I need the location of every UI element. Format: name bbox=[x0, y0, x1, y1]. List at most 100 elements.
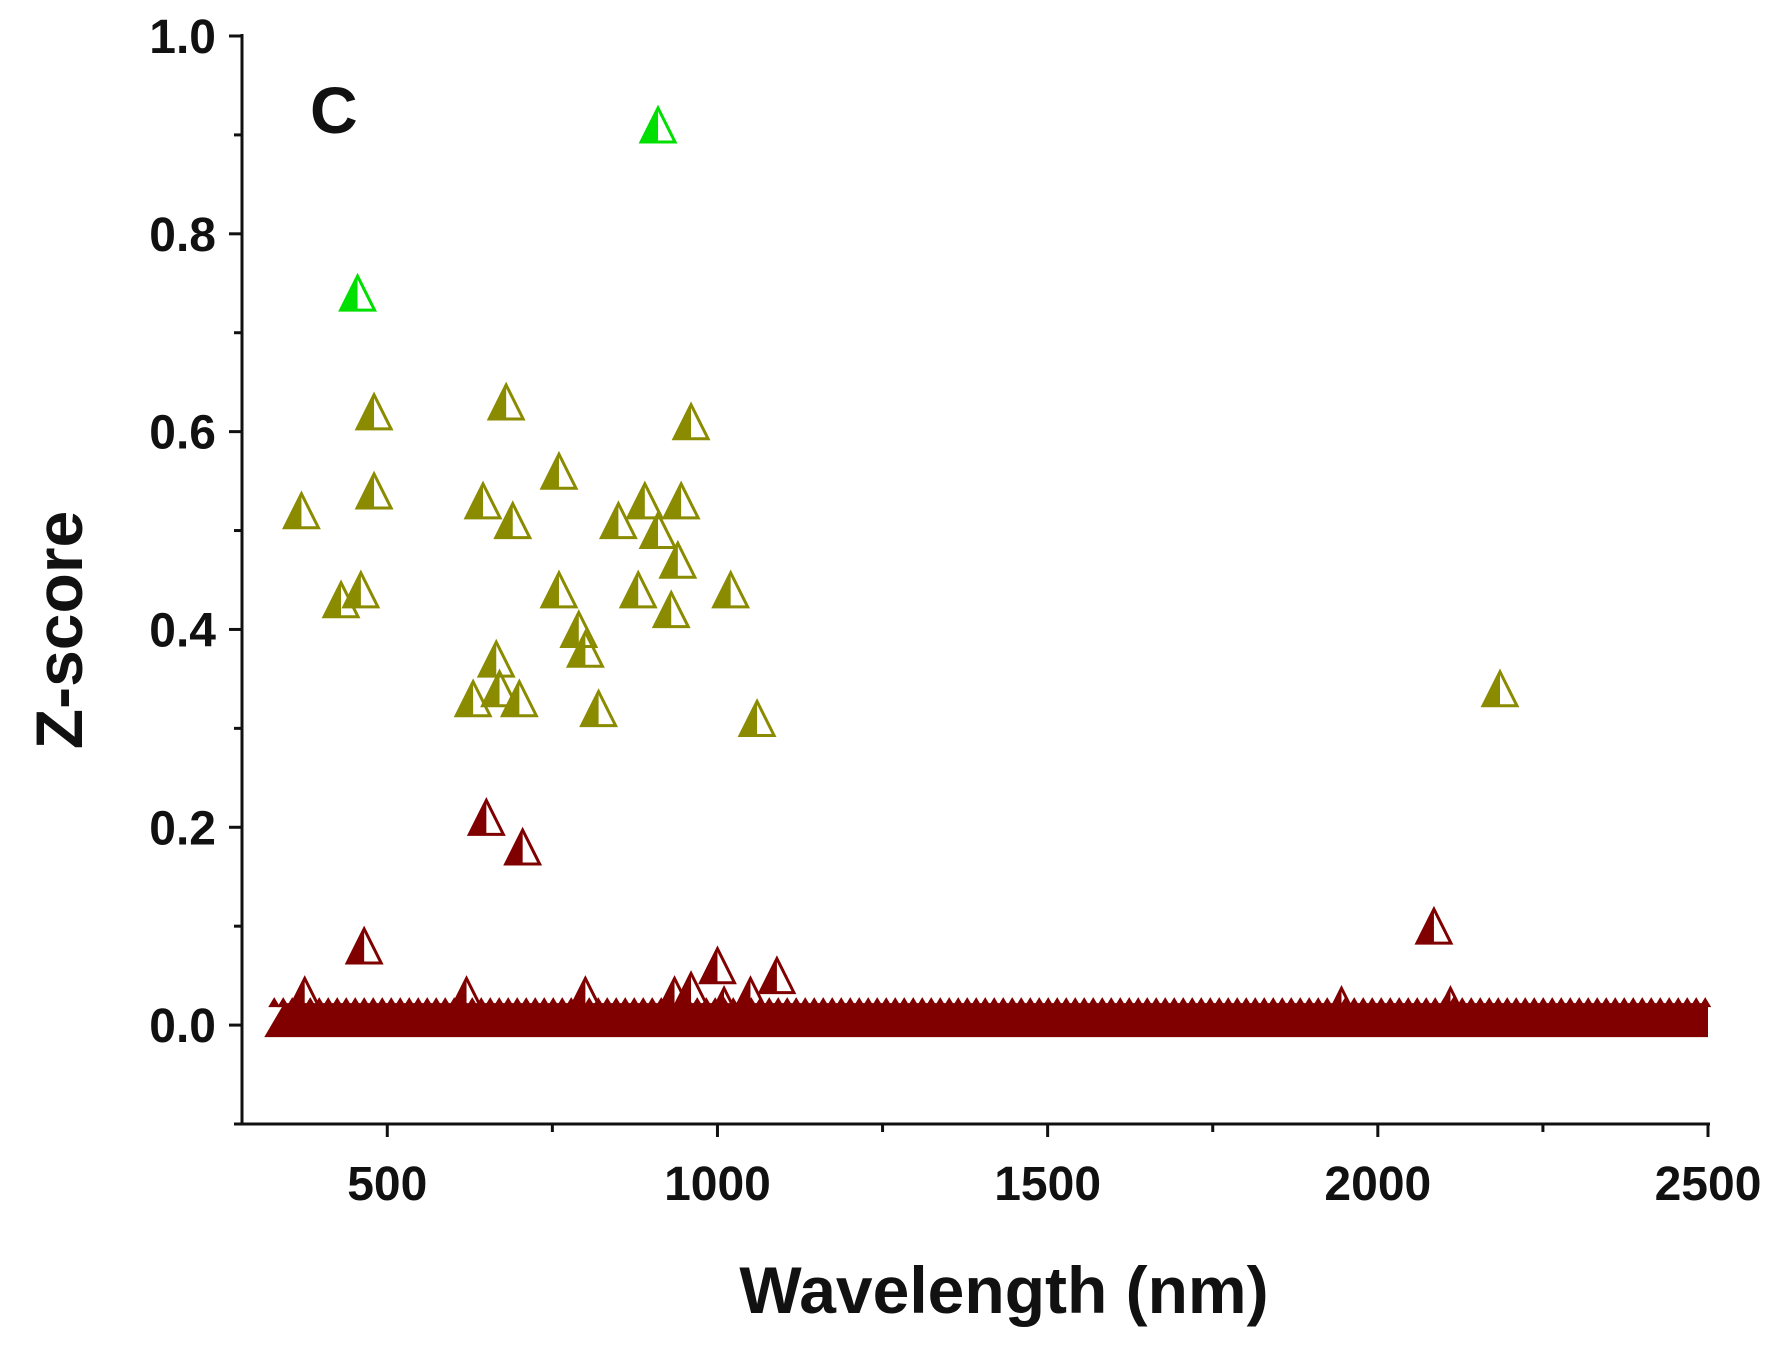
data-point bbox=[737, 698, 777, 737]
y-tick-label: 0.6 bbox=[149, 407, 216, 460]
data-point-outline bbox=[1414, 905, 1454, 945]
data-point-outline bbox=[565, 628, 605, 668]
data-point-outline bbox=[493, 500, 533, 540]
y-tick-label: 1.0 bbox=[149, 11, 216, 64]
data-point bbox=[447, 975, 486, 1014]
data-point bbox=[463, 480, 503, 520]
data-point bbox=[499, 678, 539, 718]
data-point bbox=[731, 975, 770, 1014]
data-point bbox=[493, 500, 533, 540]
data-point-outline bbox=[486, 381, 526, 421]
data-point bbox=[661, 480, 701, 520]
data-point bbox=[671, 401, 711, 441]
data-point-outline bbox=[453, 678, 493, 718]
data-point-outline bbox=[698, 945, 737, 985]
series-medium bbox=[282, 381, 1520, 737]
data-point bbox=[1431, 984, 1470, 1024]
baseline-band bbox=[264, 1003, 1708, 1038]
data-point bbox=[1480, 668, 1520, 708]
data-point bbox=[503, 826, 543, 866]
data-point-outline bbox=[463, 480, 503, 520]
data-point bbox=[354, 470, 394, 510]
data-point-outline bbox=[704, 984, 744, 1024]
data-point-outline bbox=[480, 668, 519, 708]
data-point bbox=[651, 589, 691, 629]
data-point bbox=[579, 688, 619, 728]
data-point-outline bbox=[625, 480, 665, 520]
data-point-outline bbox=[671, 401, 711, 441]
data-point bbox=[453, 678, 493, 718]
data-point bbox=[638, 510, 678, 550]
baseline-marker-edge bbox=[268, 997, 1712, 1008]
y-axis-title: Z-score bbox=[22, 511, 96, 749]
x-tick-label: 500 bbox=[347, 1158, 427, 1211]
x-axis-title: Wavelength (nm) bbox=[739, 1253, 1268, 1327]
data-point bbox=[618, 569, 658, 609]
data-point-outline bbox=[711, 569, 751, 609]
data-point-outline bbox=[354, 470, 394, 510]
data-point bbox=[757, 955, 797, 995]
x-tick-label: 1500 bbox=[994, 1158, 1101, 1211]
data-point bbox=[1322, 984, 1361, 1024]
data-point bbox=[1414, 905, 1454, 945]
data-point-outline bbox=[638, 510, 678, 550]
panel-label: C bbox=[310, 73, 358, 147]
x-tick-label: 1000 bbox=[664, 1158, 771, 1211]
y-tick-label: 0.0 bbox=[149, 1000, 216, 1053]
series-low bbox=[285, 797, 1470, 1024]
data-point-outline bbox=[282, 490, 321, 530]
data-point-outline bbox=[658, 539, 698, 579]
data-point-outline bbox=[539, 569, 579, 609]
data-point-outline bbox=[731, 975, 770, 1014]
data-point-outline bbox=[1322, 984, 1361, 1024]
data-point-outline bbox=[598, 500, 638, 540]
data-point bbox=[598, 500, 638, 540]
data-point-outline bbox=[638, 104, 678, 144]
data-point bbox=[480, 668, 519, 708]
data-point bbox=[354, 391, 394, 431]
data-point-outline bbox=[1431, 984, 1470, 1024]
data-point-outline bbox=[341, 569, 381, 609]
x-tick-label: 2000 bbox=[1324, 1158, 1431, 1211]
data-point bbox=[638, 104, 678, 144]
data-point bbox=[658, 539, 698, 579]
data-point bbox=[341, 569, 381, 609]
data-point-outline bbox=[651, 589, 691, 629]
data-point-outline bbox=[737, 698, 777, 737]
data-point bbox=[625, 480, 665, 520]
data-point bbox=[338, 272, 377, 312]
data-point-outline bbox=[344, 925, 384, 965]
data-point-outline bbox=[565, 975, 605, 1014]
data-point bbox=[539, 569, 579, 609]
data-point-outline bbox=[671, 970, 711, 1009]
data-point-outline bbox=[466, 797, 506, 836]
data-point bbox=[486, 381, 526, 421]
data-point-outline bbox=[499, 678, 539, 718]
data-point-outline bbox=[354, 391, 394, 431]
data-point bbox=[285, 975, 325, 1014]
data-point bbox=[698, 945, 737, 985]
data-point-outline bbox=[285, 975, 325, 1014]
data-point-outline bbox=[661, 480, 701, 520]
data-point bbox=[466, 797, 506, 836]
data-point bbox=[539, 450, 579, 490]
data-point-outline bbox=[447, 975, 486, 1014]
data-point-outline bbox=[338, 272, 377, 312]
data-point-outline bbox=[757, 955, 797, 995]
data-point bbox=[711, 569, 751, 609]
series-high bbox=[338, 104, 678, 312]
data-point bbox=[565, 628, 605, 668]
data-point bbox=[704, 984, 744, 1024]
data-point bbox=[282, 490, 321, 530]
data-point-outline bbox=[579, 688, 619, 728]
data-point bbox=[671, 970, 711, 1009]
data-point bbox=[565, 975, 605, 1014]
y-tick-label: 0.4 bbox=[149, 604, 216, 657]
y-tick-label: 0.2 bbox=[149, 802, 216, 855]
data-point bbox=[344, 925, 384, 965]
y-tick-label: 0.8 bbox=[149, 209, 216, 262]
x-tick-label: 2500 bbox=[1655, 1158, 1762, 1211]
data-point bbox=[476, 638, 516, 678]
data-point-outline bbox=[618, 569, 658, 609]
